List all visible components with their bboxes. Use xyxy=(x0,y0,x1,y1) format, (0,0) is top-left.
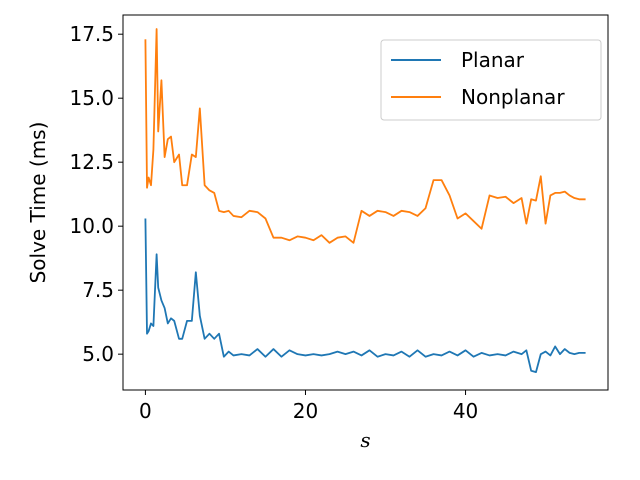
x-tick-label: 20 xyxy=(293,399,318,423)
y-tick-label: 7.5 xyxy=(82,278,114,302)
legend-label-planar: Planar xyxy=(461,48,525,72)
y-tick-label: 17.5 xyxy=(69,22,114,46)
series-layer xyxy=(144,28,586,373)
x-axis-label: s xyxy=(360,428,370,452)
y-tick-label: 10.0 xyxy=(69,214,114,238)
x-axis-ticks: 0 20 40 xyxy=(139,390,478,423)
y-axis-label: Solve Time (ms) xyxy=(26,122,50,284)
x-tick-label: 0 xyxy=(139,399,152,423)
y-tick-label: 12.5 xyxy=(69,150,114,174)
y-axis-ticks: 5.0 7.5 10.0 12.5 15.0 17.5 xyxy=(69,22,123,366)
legend-label-nonplanar: Nonplanar xyxy=(461,85,565,109)
y-tick-label: 5.0 xyxy=(82,342,114,366)
x-tick-label: 40 xyxy=(453,399,478,423)
plot-area-frame xyxy=(122,14,609,391)
series-line-nonplanar xyxy=(144,28,586,244)
series-line-planar xyxy=(144,218,586,373)
y-tick-label: 15.0 xyxy=(69,86,114,110)
legend: Planar Nonplanar xyxy=(380,39,602,121)
